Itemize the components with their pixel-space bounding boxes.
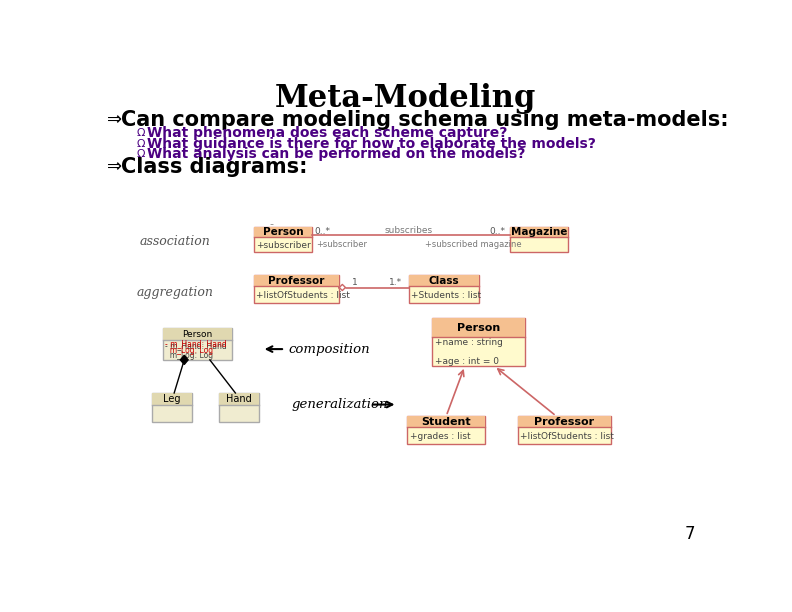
- Text: aggregation: aggregation: [136, 286, 213, 299]
- Text: What guidance is there for how to elaborate the models?: What guidance is there for how to elabor…: [147, 136, 596, 151]
- Bar: [162, 327, 232, 340]
- Text: Person: Person: [457, 323, 501, 333]
- Text: +name : string: +name : string: [435, 338, 502, 347]
- Bar: [409, 275, 478, 303]
- Polygon shape: [339, 285, 345, 291]
- Text: +grades : list: +grades : list: [409, 432, 470, 441]
- Text: - m_Hand: Hand: - m_Hand: Hand: [165, 341, 227, 350]
- Text: Ω: Ω: [136, 129, 145, 138]
- Text: Student: Student: [421, 417, 471, 427]
- Text: -: -: [269, 219, 273, 230]
- Text: +listOfStudents : list: +listOfStudents : list: [257, 291, 350, 300]
- Bar: [254, 275, 339, 303]
- Text: composition: composition: [289, 343, 371, 356]
- Bar: [432, 318, 525, 366]
- Text: What phenomena does each scheme capture?: What phenomena does each scheme capture?: [147, 127, 508, 141]
- Text: Can compare modeling schema using meta-models:: Can compare modeling schema using meta-m…: [120, 110, 729, 130]
- Text: m_Log: Log: m_Log: Log: [165, 351, 213, 360]
- Text: +age : int = 0: +age : int = 0: [435, 357, 499, 366]
- Text: Class diagrams:: Class diagrams:: [120, 157, 307, 177]
- Text: +subscribed magazine: +subscribed magazine: [425, 240, 521, 249]
- Text: 0..*: 0..*: [314, 227, 330, 236]
- Text: ⇒: ⇒: [107, 159, 122, 176]
- Text: 0..*: 0..*: [489, 227, 505, 236]
- Text: What analysis can be performed on the models?: What analysis can be performed on the mo…: [147, 146, 525, 160]
- Text: Person: Person: [182, 329, 212, 338]
- Bar: [510, 228, 568, 237]
- Polygon shape: [181, 355, 188, 365]
- Bar: [152, 393, 192, 405]
- Text: Professor: Professor: [268, 276, 325, 286]
- Text: Leg: Leg: [163, 394, 181, 404]
- Bar: [407, 416, 485, 444]
- Text: Hand: Hand: [227, 394, 252, 404]
- Text: Magazine: Magazine: [511, 228, 567, 237]
- Text: association: association: [139, 235, 211, 248]
- Bar: [409, 275, 478, 286]
- Bar: [254, 228, 312, 237]
- Bar: [162, 327, 232, 360]
- Text: generalization: generalization: [291, 398, 388, 411]
- Text: subscribes: subscribes: [385, 226, 433, 235]
- Text: 1.*: 1.*: [389, 278, 402, 288]
- Bar: [152, 393, 192, 422]
- Text: Ω: Ω: [136, 138, 145, 149]
- Text: ⇒: ⇒: [107, 111, 122, 129]
- Text: Person: Person: [263, 228, 303, 237]
- Text: Meta-Modeling: Meta-Modeling: [275, 83, 537, 114]
- Bar: [219, 393, 260, 405]
- Text: - m_Hand: Hand: - m_Hand: Hand: [165, 339, 227, 348]
- Bar: [219, 393, 260, 422]
- Bar: [254, 228, 312, 252]
- Text: +listOfStudents : list: +listOfStudents : list: [520, 432, 614, 441]
- Text: Professor: Professor: [534, 417, 594, 427]
- Text: Ω: Ω: [136, 149, 145, 159]
- Text: +subscriber: +subscriber: [316, 240, 367, 249]
- Text: 7: 7: [684, 525, 695, 543]
- Bar: [407, 416, 485, 427]
- Bar: [517, 416, 611, 444]
- Bar: [432, 318, 525, 337]
- Bar: [517, 416, 611, 427]
- Text: +subscriber: +subscriber: [257, 241, 311, 250]
- Bar: [510, 228, 568, 252]
- Text: +Students : list: +Students : list: [411, 291, 482, 300]
- Text: 1: 1: [352, 278, 358, 288]
- Bar: [254, 275, 339, 286]
- Text: m_Log: Log: m_Log: Log: [165, 346, 213, 355]
- Text: Class: Class: [428, 276, 459, 286]
